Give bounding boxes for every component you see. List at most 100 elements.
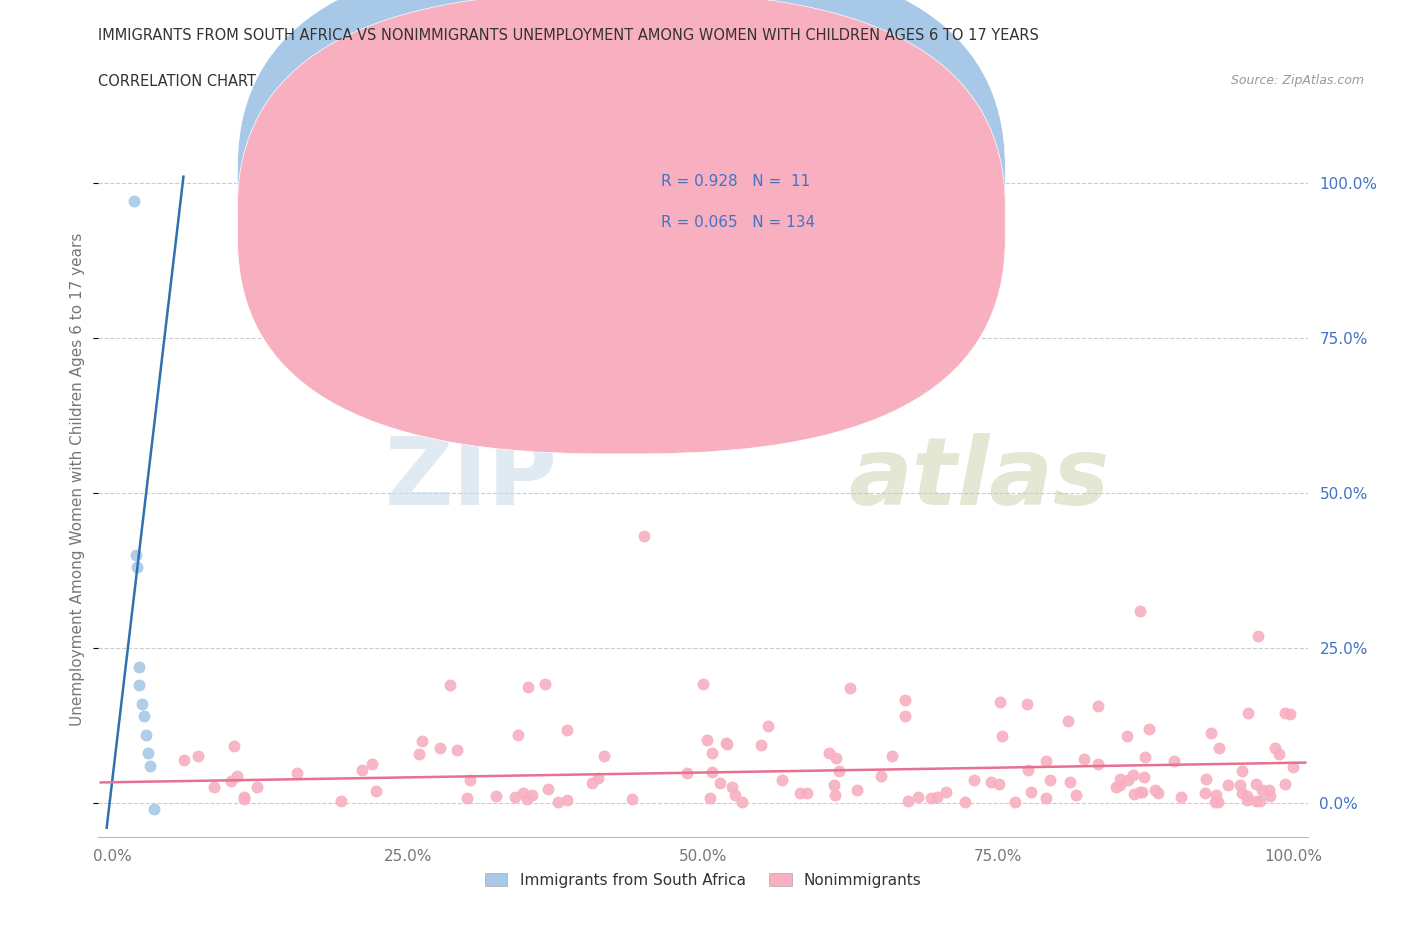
Point — [633, 529, 655, 544]
Point — [555, 792, 578, 807]
Point — [1109, 777, 1132, 792]
Point — [907, 790, 929, 804]
Point — [825, 751, 848, 765]
Point — [506, 727, 529, 742]
Text: atlas: atlas — [848, 433, 1109, 525]
Point — [225, 768, 247, 783]
Point — [894, 693, 917, 708]
Point — [709, 776, 731, 790]
Point — [246, 780, 269, 795]
Point — [131, 697, 153, 711]
Point — [285, 765, 308, 780]
Text: R = 0.928   N =  11: R = 0.928 N = 11 — [661, 174, 810, 190]
Point — [128, 678, 150, 693]
Point — [411, 733, 433, 748]
Point — [823, 777, 845, 792]
Point — [516, 791, 538, 806]
Point — [127, 560, 149, 575]
Point — [1064, 788, 1087, 803]
Point — [1130, 785, 1153, 800]
Point — [456, 791, 478, 806]
Point — [953, 795, 976, 810]
Point — [1087, 757, 1109, 772]
Point — [935, 785, 957, 800]
Point — [1268, 747, 1291, 762]
Point — [894, 709, 917, 724]
Point — [731, 794, 754, 809]
Point — [458, 772, 481, 787]
Point — [870, 769, 893, 784]
Point — [142, 802, 165, 817]
FancyBboxPatch shape — [238, 0, 1005, 413]
Point — [361, 757, 384, 772]
Point — [505, 790, 527, 804]
Point — [1122, 768, 1144, 783]
Point — [696, 733, 718, 748]
Point — [125, 548, 148, 563]
Point — [692, 676, 714, 691]
Point — [122, 194, 145, 209]
Point — [1230, 785, 1253, 800]
Point — [581, 776, 603, 790]
Point — [839, 681, 862, 696]
Point — [897, 794, 920, 809]
Point — [1204, 794, 1226, 809]
Point — [1116, 772, 1139, 787]
Point — [1260, 789, 1282, 804]
Point — [1129, 785, 1152, 800]
Point — [1205, 788, 1227, 803]
Point — [408, 747, 430, 762]
Point — [990, 729, 1012, 744]
Point — [1208, 795, 1230, 810]
Point — [1144, 782, 1167, 797]
Point — [219, 774, 242, 789]
Point — [134, 709, 156, 724]
Y-axis label: Unemployment Among Women with Children Ages 6 to 17 years: Unemployment Among Women with Children A… — [70, 232, 86, 725]
Point — [1264, 740, 1286, 755]
Point — [716, 737, 738, 751]
Point — [1237, 706, 1260, 721]
Text: IMMIGRANTS FROM SOUTH AFRICA VS NONIMMIGRANTS UNEMPLOYMENT AMONG WOMEN WITH CHIL: IMMIGRANTS FROM SOUTH AFRICA VS NONIMMIG… — [98, 28, 1039, 43]
Point — [714, 736, 737, 751]
Point — [925, 790, 948, 804]
Point — [520, 787, 543, 802]
Point — [1282, 760, 1305, 775]
Point — [330, 793, 353, 808]
Point — [756, 718, 779, 733]
Point — [1274, 777, 1296, 791]
Point — [1015, 697, 1038, 711]
Point — [173, 752, 195, 767]
Point — [1137, 722, 1160, 737]
Point — [1039, 773, 1062, 788]
Point — [988, 695, 1011, 710]
Point — [721, 779, 744, 794]
Point — [1057, 714, 1080, 729]
Point — [749, 737, 772, 752]
Point — [980, 775, 1002, 790]
Point — [222, 738, 245, 753]
Point — [555, 722, 578, 737]
Point — [439, 678, 461, 693]
Point — [817, 746, 839, 761]
Point — [770, 773, 793, 788]
Text: Source: ZipAtlas.com: Source: ZipAtlas.com — [1230, 74, 1364, 87]
Point — [547, 794, 569, 809]
Point — [136, 746, 159, 761]
Point — [202, 779, 225, 794]
Point — [1122, 787, 1144, 802]
Text: ZIP: ZIP — [385, 433, 558, 525]
Point — [1147, 786, 1170, 801]
Point — [1194, 785, 1216, 800]
Point — [827, 764, 849, 778]
Point — [1236, 792, 1258, 807]
Point — [880, 749, 903, 764]
Point — [920, 790, 942, 805]
Point — [1109, 772, 1132, 787]
Point — [796, 785, 818, 800]
Point — [512, 786, 534, 801]
Point — [1244, 777, 1267, 791]
Point — [1250, 783, 1272, 798]
Point — [446, 742, 468, 757]
FancyBboxPatch shape — [238, 0, 1005, 454]
Point — [1132, 770, 1154, 785]
